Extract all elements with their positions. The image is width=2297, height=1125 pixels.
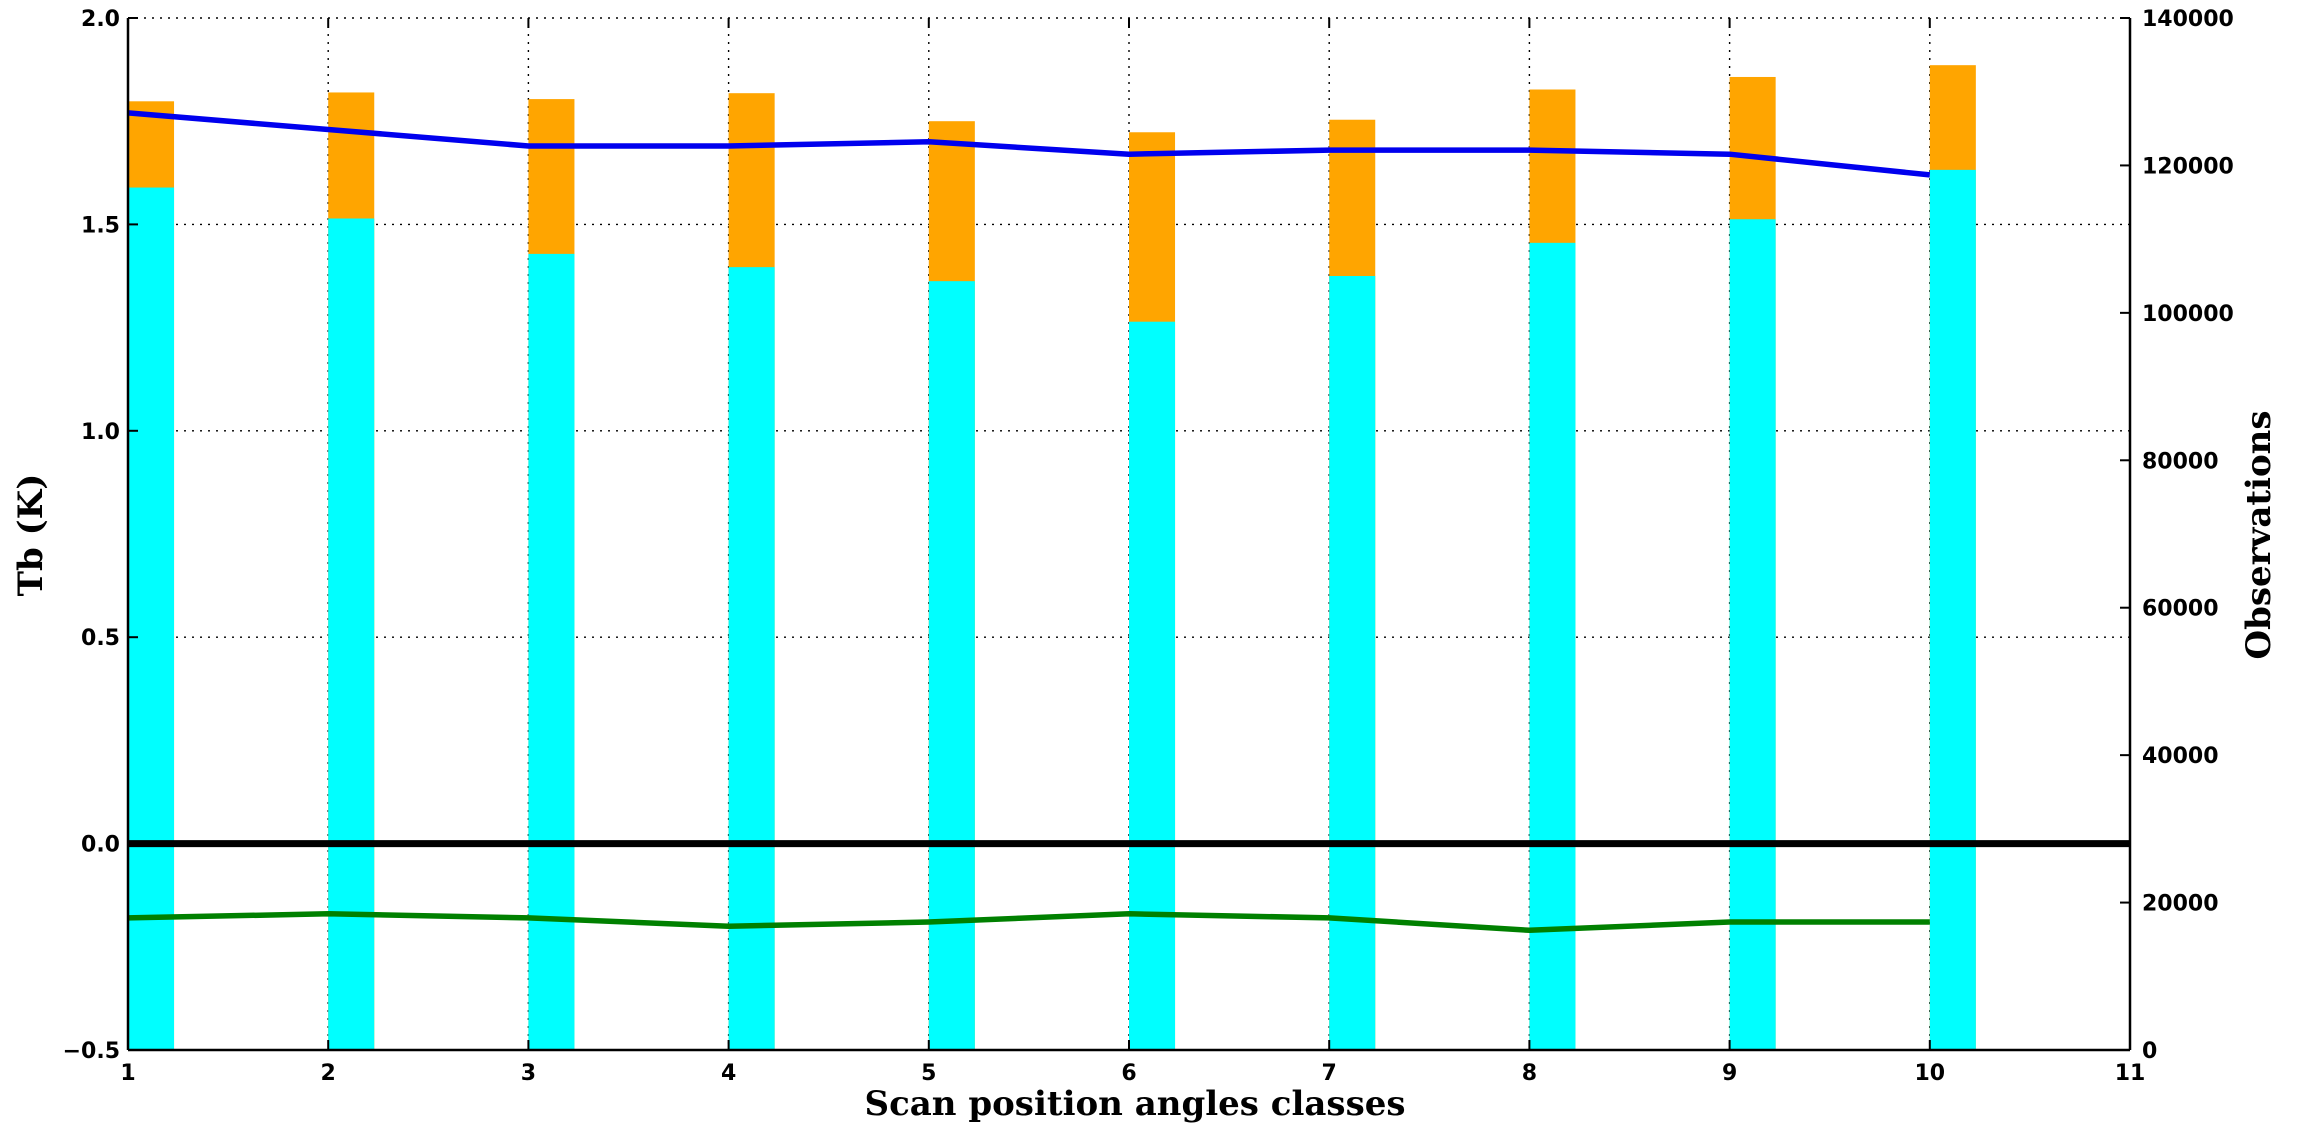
x-tick-label: 5 [921,1061,936,1086]
x-tick-label: 4 [721,1061,736,1086]
x-tick-label: 7 [1322,1061,1337,1086]
bar [1129,321,1176,1050]
y-tick-label: 1.5 [81,213,120,238]
lines [127,110,2130,934]
x-axis-title: Scan position angles classes [865,1084,1406,1124]
y2-axis-title: Observations [2239,410,2279,659]
y-tick-label: 0.5 [81,626,120,651]
x-tick-label: 6 [1121,1061,1136,1086]
bar [728,267,775,1050]
series-line [127,911,1930,934]
x-tick-label: 2 [321,1061,336,1086]
bar [1929,169,1976,1050]
bars [128,65,1976,1051]
x-tick-label: 3 [521,1061,536,1086]
y2-tick-label: 60000 [2142,597,2219,622]
bar [1729,219,1776,1051]
x-tick-label: 11 [2115,1061,2146,1086]
y-tick-label: 0.0 [81,833,120,858]
bar [528,253,575,1050]
x-tick-label: 10 [1914,1061,1945,1086]
x-tick-label: 8 [1522,1061,1537,1086]
y-axis-title: Tb (K) [11,474,51,597]
axes [126,17,2132,1052]
y-tick-label: 1.0 [81,420,120,445]
x-tick-label: 1 [120,1061,135,1086]
bar [328,218,375,1050]
bar [1529,242,1576,1051]
tick-labels: 1 2 3 4 5 6 7 8 9 10 11 2.0 1.5 1.0 0.5 0.0 −0.5 140000 12… [63,7,2234,1086]
y2-tick-label: 140000 [2142,7,2234,32]
y2-tick-label: 100000 [2142,302,2234,327]
y2-tick-label: 80000 [2142,449,2219,474]
y2-tick-label: 40000 [2142,744,2219,769]
bar [1329,276,1376,1050]
y-tick-label: 2.0 [81,7,120,32]
series-line [127,110,1931,178]
y-tick-label: −0.5 [63,1039,120,1064]
bar [928,281,975,1050]
x-tick-label: 9 [1722,1061,1737,1086]
y2-tick-label: 20000 [2142,892,2219,917]
bar [128,187,175,1051]
y2-tick-label: 0 [2142,1039,2157,1064]
y2-tick-label: 120000 [2142,154,2234,179]
